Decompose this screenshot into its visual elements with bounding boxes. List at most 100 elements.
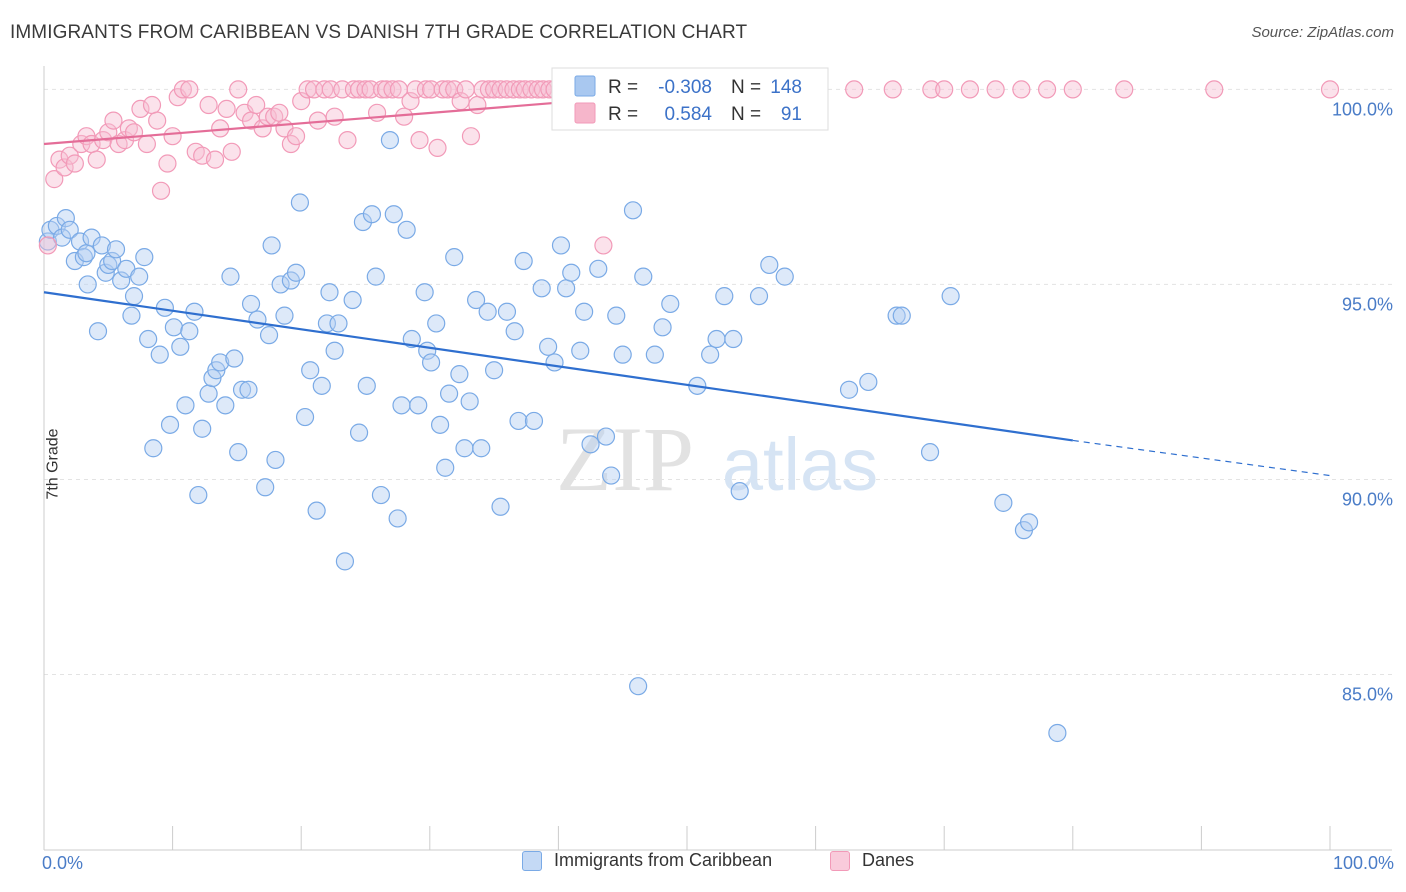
point-caribbean <box>349 423 369 442</box>
legend-n-value-1: 91 <box>781 104 802 125</box>
point-caribbean <box>920 443 940 462</box>
legend-swatch-danes <box>830 850 850 871</box>
point-caribbean <box>436 458 455 477</box>
point-caribbean <box>232 380 252 399</box>
point-danes <box>104 111 123 130</box>
point-caribbean <box>491 497 510 516</box>
point-caribbean <box>707 329 726 349</box>
point-danes <box>65 154 84 173</box>
point-danes <box>401 92 420 111</box>
point-caribbean <box>77 244 96 263</box>
point-danes <box>338 131 357 150</box>
point-caribbean <box>189 485 208 505</box>
legend-top: R = -0.308 N = 148 R = 0.584 N = 91 <box>551 67 829 131</box>
point-caribbean <box>229 443 248 462</box>
legend-item-danes: Danes <box>830 850 914 871</box>
point-danes <box>468 95 487 115</box>
point-caribbean <box>514 251 533 271</box>
point-danes <box>1115 80 1134 99</box>
point-danes <box>151 181 171 200</box>
x-tick-label-left: 0.0% <box>42 853 84 873</box>
point-caribbean <box>92 236 111 255</box>
point-danes <box>38 236 57 255</box>
point-caribbean <box>1048 723 1067 743</box>
point-caribbean <box>307 501 326 520</box>
watermark: ZIP atlas <box>556 408 878 510</box>
point-caribbean <box>730 482 749 501</box>
point-caribbean <box>185 302 204 321</box>
point-caribbean <box>775 267 794 286</box>
point-danes <box>410 131 429 150</box>
legend-item-caribbean: Immigrants from Caribbean <box>522 850 772 871</box>
point-caribbean <box>994 493 1013 512</box>
point-caribbean <box>130 267 149 286</box>
point-caribbean <box>562 263 581 282</box>
point-caribbean <box>362 205 382 224</box>
point-caribbean <box>430 415 450 434</box>
point-caribbean <box>88 322 108 341</box>
data-points <box>38 80 1340 743</box>
point-caribbean <box>450 365 469 384</box>
point-caribbean <box>295 407 315 427</box>
point-danes <box>137 134 156 154</box>
point-caribbean <box>52 228 72 247</box>
point-danes <box>986 80 1005 99</box>
legend-swatch-0 <box>574 75 596 97</box>
point-danes <box>960 80 980 99</box>
point-caribbean <box>629 677 648 696</box>
point-caribbean <box>539 337 558 356</box>
point-caribbean <box>505 322 524 341</box>
y-tick-label: 100.0% <box>1332 99 1393 119</box>
point-caribbean <box>271 275 290 294</box>
point-caribbean <box>402 329 421 349</box>
point-danes <box>253 119 272 138</box>
legend-n-label-1: N = <box>731 104 761 125</box>
point-caribbean <box>248 310 267 329</box>
point-danes <box>383 80 402 99</box>
point-danes <box>1063 80 1082 99</box>
point-caribbean <box>60 220 79 239</box>
trend-line-caribbean <box>43 291 1073 442</box>
axes: 100.0% 95.0% 90.0% 85.0% <box>43 66 1393 851</box>
point-caribbean <box>343 290 362 310</box>
point-caribbean <box>421 353 441 372</box>
point-caribbean <box>312 376 331 395</box>
point-caribbean <box>607 306 626 325</box>
point-caribbean <box>724 329 743 349</box>
point-caribbean <box>150 345 169 364</box>
legend-r-value-1: 0.584 <box>664 104 712 125</box>
point-danes <box>222 142 241 161</box>
legend-r-label-1: R = <box>608 104 638 125</box>
point-caribbean <box>557 279 576 298</box>
point-caribbean <box>524 411 544 431</box>
point-caribbean <box>122 306 141 325</box>
point-danes <box>199 95 218 115</box>
point-caribbean <box>1019 513 1039 532</box>
point-caribbean <box>445 248 464 267</box>
legend-r-label-0: R = <box>608 77 638 98</box>
point-caribbean <box>509 411 528 431</box>
point-caribbean <box>887 306 906 325</box>
point-danes <box>286 127 306 146</box>
point-caribbean <box>106 240 126 259</box>
point-caribbean <box>221 267 240 286</box>
point-danes <box>131 99 150 119</box>
point-caribbean <box>602 466 621 485</box>
point-caribbean <box>286 263 306 282</box>
point-danes <box>163 127 182 146</box>
point-caribbean <box>472 439 491 458</box>
y-tick-label: 90.0% <box>1342 489 1393 509</box>
point-danes <box>99 123 118 142</box>
point-danes <box>325 107 344 126</box>
point-danes <box>229 80 248 99</box>
point-caribbean <box>144 439 163 458</box>
point-danes <box>922 80 941 99</box>
point-caribbean <box>262 236 281 255</box>
point-danes <box>515 80 535 99</box>
chart-title: IMMIGRANTS FROM CARIBBEAN VS DANISH 7TH … <box>10 22 748 43</box>
point-caribbean <box>124 287 144 306</box>
point-danes <box>158 154 177 173</box>
point-caribbean <box>613 345 632 364</box>
point-danes <box>45 170 64 189</box>
point-caribbean <box>545 353 564 372</box>
